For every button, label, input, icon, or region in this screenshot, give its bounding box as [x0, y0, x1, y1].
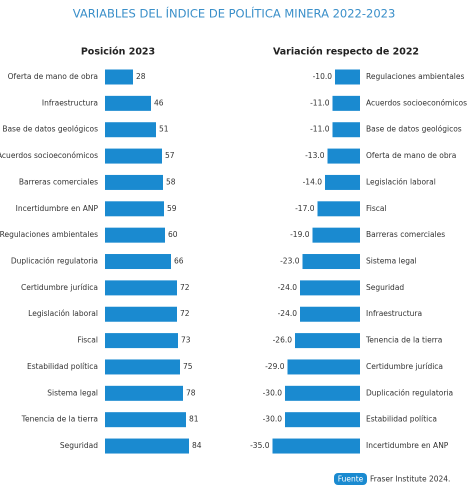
value-label: 28: [136, 72, 146, 81]
value-label: -23.0: [280, 257, 300, 266]
value-label: -11.0: [310, 125, 330, 134]
value-label: 58: [166, 177, 176, 186]
page-title: VARIABLES DEL ÍNDICE DE POLÍTICA MINERA …: [73, 6, 396, 21]
category-label: Incertidumbre en ANP: [366, 441, 449, 450]
category-label: Legislación laboral: [28, 309, 98, 318]
category-label: Duplicación regulatoria: [11, 257, 98, 266]
source-text: Fraser Institute 2024.: [370, 475, 450, 484]
bar: [300, 280, 360, 296]
bar: [105, 412, 186, 428]
bar: [105, 306, 177, 322]
category-label: Acuerdos socioeconómicos: [366, 98, 467, 107]
bar: [105, 148, 162, 164]
value-label: -30.0: [263, 388, 283, 397]
value-label: 81: [189, 415, 199, 424]
bar: [105, 280, 177, 296]
value-label: 46: [154, 98, 164, 107]
category-label: Base de datos geológicos: [2, 125, 98, 134]
value-label: 78: [186, 388, 196, 397]
bar: [295, 333, 360, 349]
chart-subtitle: Posición 2023: [81, 47, 155, 58]
value-label: 51: [159, 125, 169, 134]
value-label: 75: [183, 362, 193, 371]
value-label: 66: [174, 257, 184, 266]
bar: [105, 95, 151, 111]
category-label: Duplicación regulatoria: [366, 388, 453, 397]
bar: [105, 227, 165, 243]
bar: [105, 174, 163, 190]
category-label: Tenencia de la tierra: [365, 336, 442, 345]
value-label: -26.0: [273, 336, 293, 345]
category-label: Regulaciones ambientales: [366, 72, 464, 81]
bar: [105, 122, 156, 138]
category-label: Estabilidad política: [366, 415, 437, 424]
bar: [105, 254, 171, 270]
value-label: 60: [168, 230, 178, 239]
source-badge-bg: [334, 473, 367, 485]
bar: [105, 438, 189, 454]
value-label: 72: [180, 283, 190, 292]
value-label: -19.0: [290, 230, 310, 239]
value-label: -10.0: [313, 72, 333, 81]
bar: [105, 201, 164, 217]
category-label: Oferta de mano de obra: [8, 72, 98, 81]
category-label: Estabilidad política: [27, 362, 98, 371]
bar: [285, 412, 360, 428]
category-label: Seguridad: [366, 283, 404, 292]
category-label: Incertidumbre en ANP: [16, 204, 99, 213]
category-label: Certidumbre jurídica: [366, 362, 443, 371]
bar: [335, 69, 360, 85]
category-label: Barreras comerciales: [366, 230, 445, 239]
bar: [317, 201, 360, 217]
value-label: 73: [181, 336, 191, 345]
category-label: Oferta de mano de obra: [366, 151, 456, 160]
bar: [105, 333, 178, 349]
bar: [332, 95, 360, 111]
category-label: Seguridad: [60, 441, 98, 450]
category-label: Sistema legal: [47, 388, 98, 397]
value-label: 57: [165, 151, 175, 160]
value-label: -17.0: [295, 204, 315, 213]
category-label: Barreras comerciales: [19, 177, 98, 186]
value-label: 72: [180, 309, 190, 318]
category-label: Base de datos geológicos: [366, 125, 462, 134]
category-label: Acuerdos socioeconómicos: [0, 151, 98, 160]
bar: [300, 306, 360, 322]
value-label: -14.0: [303, 177, 323, 186]
value-label: 84: [192, 441, 202, 450]
category-label: Tenencia de la tierra: [21, 415, 98, 424]
bar: [325, 174, 360, 190]
category-label: Infraestructura: [366, 309, 422, 318]
value-label: -11.0: [310, 98, 330, 107]
bar: [272, 438, 360, 454]
category-label: Fiscal: [366, 204, 387, 213]
category-label: Fiscal: [77, 336, 98, 345]
bar: [105, 385, 183, 401]
chart-subtitle: Variación respecto de 2022: [273, 47, 419, 58]
value-label: -30.0: [263, 415, 283, 424]
bar: [302, 254, 360, 270]
category-label: Regulaciones ambientales: [0, 230, 98, 239]
source-badge: Fuente: [338, 475, 364, 484]
bar: [287, 359, 360, 375]
category-label: Certidumbre jurídica: [21, 283, 98, 292]
bar: [105, 359, 180, 375]
value-label: 59: [167, 204, 177, 213]
category-label: Legislación laboral: [366, 177, 436, 186]
value-label: -24.0: [278, 309, 298, 318]
category-label: Sistema legal: [366, 257, 417, 266]
category-label: Infraestructura: [42, 98, 98, 107]
bar: [312, 227, 360, 243]
bar: [332, 122, 360, 138]
value-label: -13.0: [305, 151, 325, 160]
value-label: -29.0: [265, 362, 285, 371]
bar: [105, 69, 133, 85]
bar: [327, 148, 360, 164]
value-label: -24.0: [278, 283, 298, 292]
value-label: -35.0: [250, 441, 270, 450]
bar: [285, 385, 360, 401]
